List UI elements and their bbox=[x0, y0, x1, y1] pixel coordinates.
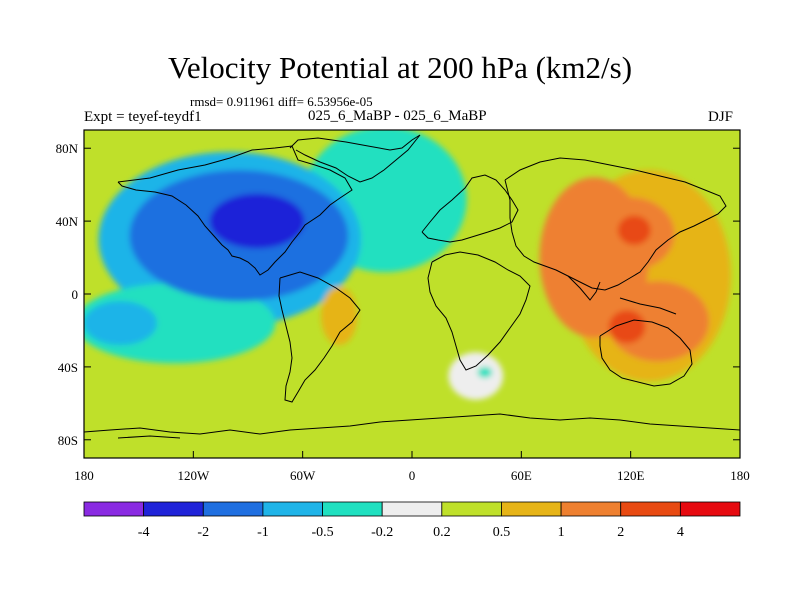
colorbar-label: 2 bbox=[617, 525, 624, 540]
colorbar-label: 4 bbox=[677, 525, 684, 540]
colorbar-swatch bbox=[83, 501, 145, 517]
colorbar-label: -4 bbox=[138, 525, 150, 540]
field-region-5 bbox=[209, 193, 305, 249]
colorbar-swatch bbox=[501, 501, 562, 517]
colorbar-label: -2 bbox=[197, 525, 209, 540]
colorbar-swatch bbox=[202, 501, 264, 517]
colorbar-label: -0.2 bbox=[371, 525, 393, 540]
chart-title: Velocity Potential at 200 hPa (km2/s) bbox=[167, 50, 633, 85]
axis-ticks: 180 120W 60W 0 60E 120E 180 80N 40N 0 40S 80S bbox=[56, 141, 750, 483]
colorbar-swatch bbox=[143, 501, 204, 517]
colorbar-label: -1 bbox=[257, 525, 269, 540]
colorbar-label: 0.2 bbox=[433, 525, 451, 540]
colorbar-label: -0.5 bbox=[311, 525, 333, 540]
y-tick-label: 0 bbox=[72, 287, 79, 302]
field-region-6 bbox=[320, 286, 358, 346]
field-region-14 bbox=[477, 366, 493, 378]
stats-label: rmsd= 0.911961 diff= 6.53956e-05 bbox=[190, 94, 373, 109]
x-tick-label: 0 bbox=[409, 468, 416, 483]
x-tick-label: 60E bbox=[511, 468, 532, 483]
field-region-11 bbox=[617, 215, 651, 245]
field-region-4 bbox=[84, 301, 157, 346]
colorbar-swatch bbox=[560, 501, 622, 517]
field-layer bbox=[84, 130, 731, 400]
continent-outlines bbox=[84, 134, 740, 439]
season-label: DJF bbox=[708, 109, 734, 125]
colorbar-label: 1 bbox=[558, 525, 565, 540]
colorbar-swatch bbox=[620, 501, 681, 517]
y-tick-label: 40N bbox=[56, 214, 79, 229]
colorbar: -4 -2 -1 -0.5 -0.2 0.2 0.5 1 2 4 bbox=[83, 501, 741, 540]
x-tick-label: 180 bbox=[730, 468, 750, 483]
plot-area bbox=[84, 130, 740, 458]
y-tick-label: 80N bbox=[56, 141, 79, 156]
field-region-13 bbox=[448, 352, 504, 400]
colorbar-swatch bbox=[381, 501, 443, 517]
y-tick-label: 80S bbox=[58, 433, 78, 448]
x-tick-label: 180 bbox=[74, 468, 94, 483]
x-tick-label: 60W bbox=[290, 468, 316, 483]
colorbar-swatch bbox=[322, 501, 383, 517]
colorbar-swatch bbox=[679, 501, 741, 517]
colorbar-swatch bbox=[441, 501, 502, 517]
field-region-12 bbox=[608, 310, 646, 344]
y-tick-label: 40S bbox=[58, 360, 78, 375]
colorbar-label: 0.5 bbox=[493, 525, 511, 540]
x-tick-label: 120W bbox=[177, 468, 210, 483]
x-tick-label: 120E bbox=[617, 468, 645, 483]
colorbar-swatch bbox=[262, 501, 323, 517]
case-label: 025_6_MaBP - 025_6_MaBP bbox=[308, 108, 487, 124]
experiment-label: Expt = teyef-teydf1 bbox=[84, 109, 202, 125]
